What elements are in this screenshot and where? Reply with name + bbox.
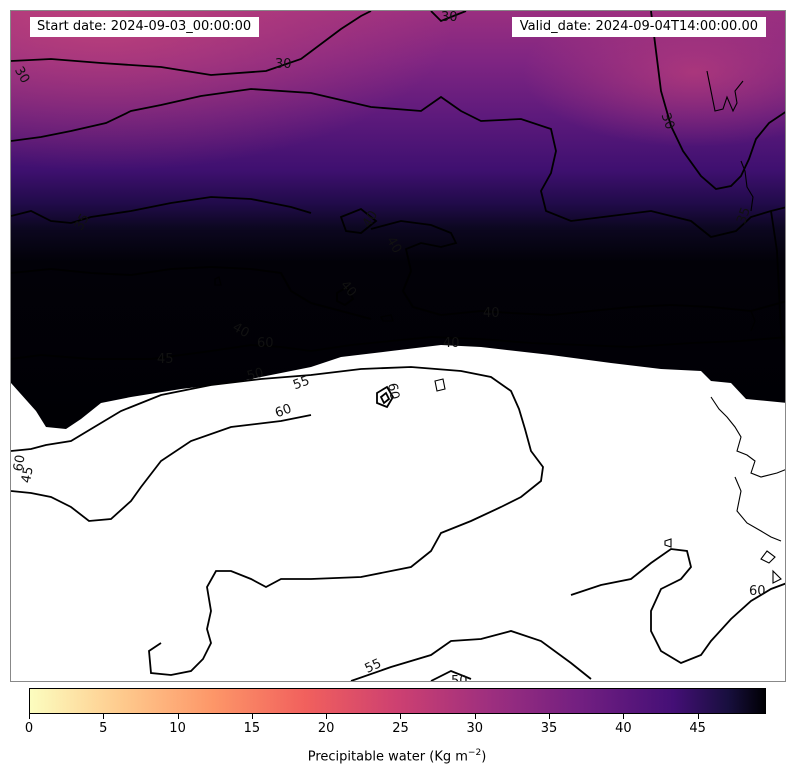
colorbar-tick xyxy=(326,714,328,719)
colorbar xyxy=(29,688,766,714)
map-panel: 30 30 30 30 35 35 40 40 40 40 40 40 45 4… xyxy=(10,10,786,682)
colorbar-tick xyxy=(29,714,30,719)
contour-label: 60 xyxy=(257,336,274,351)
contour-label: 60 xyxy=(273,401,294,421)
colorbar-label: Precipitable water (Kg m−2) xyxy=(307,748,487,765)
contour-label: 40 xyxy=(483,306,500,321)
contour-label: 30 xyxy=(657,111,677,132)
colorbar-tick-label: 15 xyxy=(243,721,261,736)
contour-label: 60 xyxy=(384,382,402,401)
colorbar-tick xyxy=(177,714,179,719)
contour-lines xyxy=(11,11,785,681)
colorbar-tick-label: 30 xyxy=(466,721,484,736)
contour-label: 55 xyxy=(363,656,384,677)
contour-label: 30 xyxy=(275,57,292,72)
contour-labels: 30 30 30 30 35 35 40 40 40 40 40 40 45 4… xyxy=(11,11,766,682)
coastlines xyxy=(214,70,785,584)
precipitable-water-map: 30 30 30 30 35 35 40 40 40 40 40 40 45 4… xyxy=(11,11,785,682)
colorbar-tick xyxy=(251,714,253,719)
colorbar-tick-label: 45 xyxy=(689,721,706,736)
contour-label: 60 xyxy=(749,584,766,599)
contour-label: 30 xyxy=(11,64,32,86)
start-date-label: Start date: 2024-09-03_00:00:00 xyxy=(30,17,260,37)
contour-label: 35 xyxy=(72,211,93,233)
colorbar-tick xyxy=(400,714,402,719)
contour-label: 55 xyxy=(291,373,312,393)
colorbar-tick-label: 40 xyxy=(615,721,632,736)
colorbar-tick xyxy=(697,714,699,719)
contour-label: 40 xyxy=(443,336,460,351)
colorbar-tick-label: 35 xyxy=(540,721,558,736)
colorbar-tick-label: 25 xyxy=(392,721,409,736)
colorbar-tick xyxy=(623,714,625,719)
contour-label: 50 xyxy=(245,366,265,385)
colorbar-tick xyxy=(103,714,105,719)
colorbar-tick-label: 5 xyxy=(99,721,108,736)
contour-label: 60 xyxy=(11,454,29,473)
contour-label: 45 xyxy=(157,352,174,367)
colorbar-tick-label: 20 xyxy=(317,721,335,736)
contour-label: 40 xyxy=(360,208,381,230)
contour-label: 40 xyxy=(383,234,404,256)
contour-label: 45 xyxy=(19,465,37,484)
colorbar-tick-label: 10 xyxy=(169,721,186,736)
colorbar-tick xyxy=(474,714,476,719)
moisture-field xyxy=(11,11,785,429)
contour-label: 40 xyxy=(230,320,252,341)
contour-label: 50 xyxy=(451,674,468,682)
valid-date-label: Valid_date: 2024-09-04T14:00:00.00 xyxy=(511,17,766,37)
contour-label: 35 xyxy=(734,205,754,226)
contour-label: 30 xyxy=(441,11,458,25)
colorbar-tick-label: 0 xyxy=(24,721,34,736)
colorbar-tick xyxy=(549,714,551,719)
